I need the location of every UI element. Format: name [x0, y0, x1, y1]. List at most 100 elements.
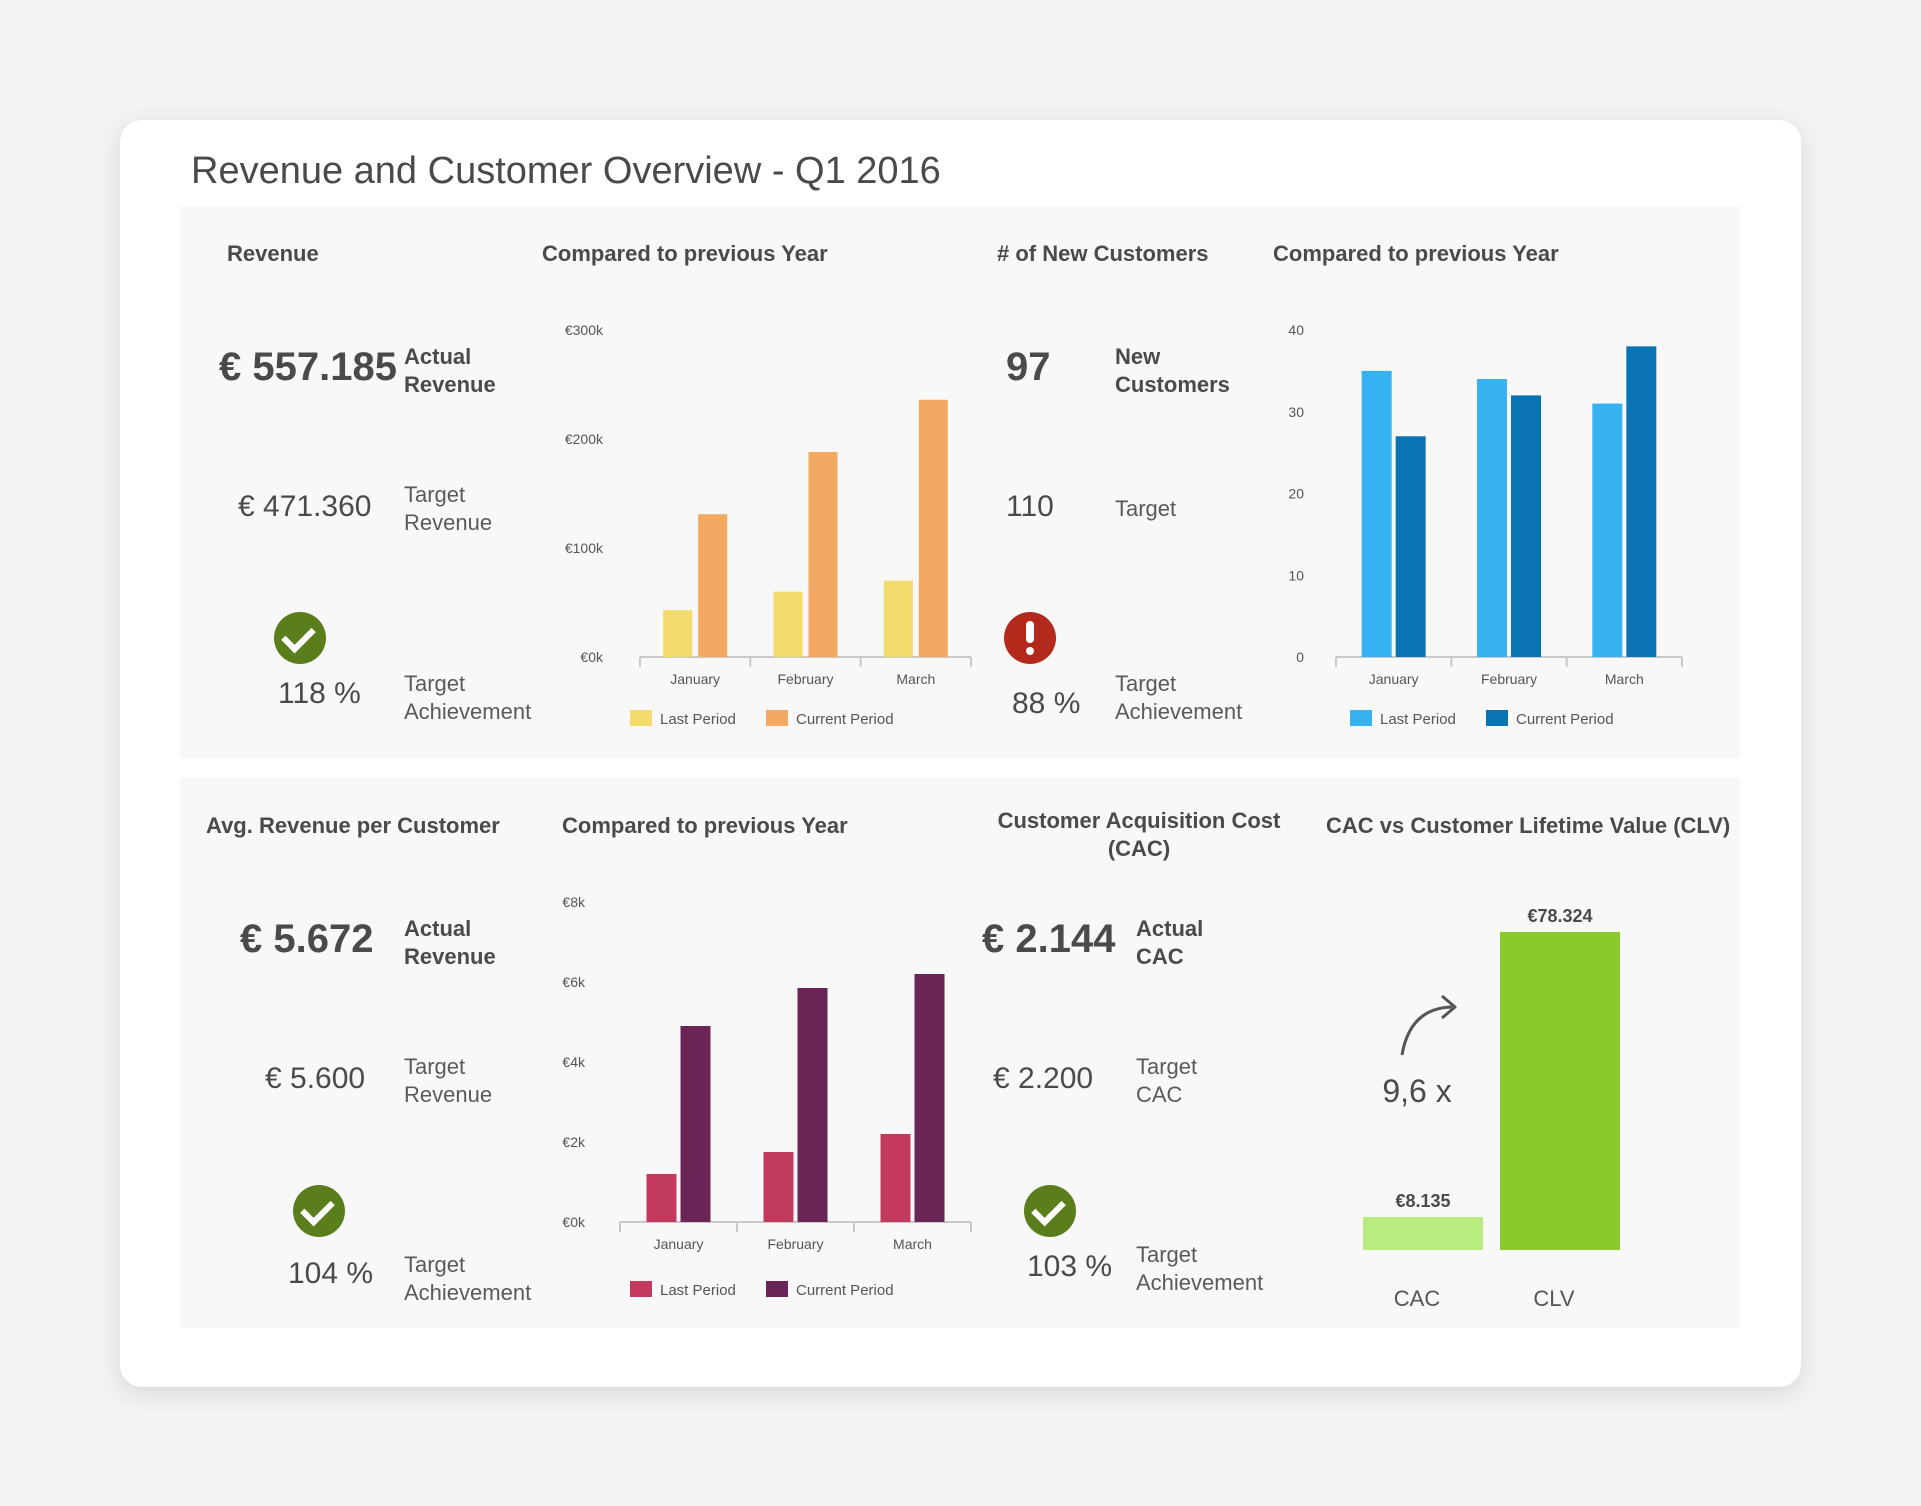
growth-arrow-icon	[1400, 1005, 1453, 1056]
y-tick-label: 20	[1288, 486, 1304, 502]
revenue-target-value: € 471.360	[238, 490, 372, 523]
legend-swatch	[630, 710, 652, 726]
customers-chart-title: Compared to previous Year	[1273, 241, 1559, 266]
x-tick-label: January	[654, 1236, 704, 1252]
x-tick-label: CAC	[1394, 1286, 1441, 1311]
customers-header: # of New Customers	[997, 241, 1209, 266]
revenue-target-label: Target Revenue	[404, 482, 493, 535]
customers-target-label: Target	[1115, 496, 1177, 521]
legend-label: Last Period	[1380, 711, 1456, 728]
y-tick-label: €2k	[562, 1134, 586, 1150]
legend-label: Last Period	[660, 711, 736, 728]
x-tick-label: January	[1369, 671, 1419, 687]
bar-last-period	[1361, 370, 1392, 657]
avg-revenue-header: Avg. Revenue per Customer	[206, 813, 500, 838]
legend-label: Current Period	[796, 1282, 894, 1299]
bar-current-period	[1395, 436, 1426, 657]
revenue-achievement-value: 118 %	[278, 677, 361, 710]
bar-current-period	[797, 988, 828, 1222]
legend-swatch	[766, 1281, 788, 1297]
revenue-achievement-label: Target Achievement	[404, 671, 532, 724]
revenue-actual-value: € 557.185	[219, 345, 397, 389]
cac-actual-value: € 2.144	[982, 917, 1116, 961]
revenue-header: Revenue	[227, 241, 319, 266]
customers-achievement-label: Target Achievement	[1115, 671, 1243, 724]
customers-target-value: 110	[1006, 490, 1054, 523]
legend-swatch	[1486, 710, 1508, 726]
y-tick-label: 10	[1288, 567, 1304, 583]
bar-cac	[1363, 1216, 1483, 1250]
bar-last-period	[880, 1134, 911, 1222]
avg-revenue-comparison-chart: €0k €2k €4k €6k €8k January February March Last …	[562, 894, 972, 1299]
bar-clv	[1500, 932, 1620, 1250]
bar-last-period	[1592, 403, 1623, 657]
alert-icon	[1004, 612, 1056, 664]
cac-achievement-value: 103 %	[1027, 1250, 1113, 1283]
y-tick-label: €100k	[565, 540, 604, 556]
y-tick-label: €6k	[562, 974, 586, 990]
x-tick-label: February	[767, 1236, 823, 1252]
avg-revenue-target-value: € 5.600	[265, 1062, 366, 1095]
bar-last-period	[663, 610, 693, 657]
bar-current-period	[918, 399, 948, 657]
bar-current-period	[698, 514, 728, 657]
check-icon	[1024, 1185, 1076, 1237]
bar-last-period	[1477, 379, 1507, 657]
check-icon	[274, 612, 326, 664]
y-tick-label: 0	[1296, 649, 1304, 665]
bar-last-period	[773, 591, 803, 657]
y-tick-label: €0k	[562, 1214, 586, 1230]
x-tick-label: January	[670, 671, 720, 687]
customers-achievement-value: 88 %	[1012, 687, 1081, 720]
legend-swatch	[1350, 710, 1372, 726]
bar-current-period	[1626, 346, 1657, 657]
data-label: €8.135	[1395, 1191, 1450, 1211]
x-tick-label: March	[896, 671, 935, 687]
y-tick-label: 40	[1288, 322, 1304, 338]
cac-target-label: Target CAC	[1136, 1054, 1198, 1107]
avg-revenue-target-label: Target Revenue	[404, 1054, 493, 1107]
customers-comparison-chart: 0 10 20 30 40 January February March Last Period…	[1288, 322, 1683, 728]
legend-label: Current Period	[1516, 711, 1614, 728]
customers-actual-label: New Customers	[1115, 344, 1230, 397]
y-tick-label: €0k	[580, 649, 604, 665]
x-tick-label: February	[1481, 671, 1537, 687]
arrow-head-icon	[1441, 994, 1457, 1020]
avg-revenue-achievement-value: 104 %	[288, 1257, 374, 1290]
revenue-comparison-chart: €0k €100k €200k €300k January February March La…	[565, 322, 972, 728]
avg-revenue-chart-title: Compared to previous Year	[562, 813, 848, 838]
avg-revenue-achievement-label: Target Achievement	[404, 1252, 532, 1305]
avg-revenue-actual-value: € 5.672	[240, 917, 374, 961]
y-tick-label: €300k	[565, 322, 604, 338]
revenue-chart-title: Compared to previous Year	[542, 241, 828, 266]
bar-current-period	[680, 1026, 711, 1222]
ratio-label: 9,6 x	[1382, 1073, 1451, 1109]
cac-achievement-label: Target Achievement	[1136, 1242, 1264, 1295]
avg-revenue-actual-label: Actual Revenue	[404, 916, 496, 969]
bar-last-period	[883, 580, 913, 657]
check-icon	[293, 1185, 345, 1237]
y-tick-label: €200k	[565, 431, 604, 447]
y-tick-label: €8k	[562, 894, 586, 910]
bar-last-period	[646, 1174, 677, 1222]
customers-actual-value: 97	[1006, 345, 1051, 389]
cac-clv-chart: €8.135 CAC €78.324 CLV 9,6 x	[1363, 906, 1620, 1311]
bar-current-period	[808, 452, 838, 657]
y-tick-label: €4k	[562, 1054, 586, 1070]
bar-current-period	[1511, 395, 1541, 657]
x-tick-label: March	[893, 1236, 932, 1252]
y-tick-label: 30	[1288, 404, 1304, 420]
data-label: €78.324	[1527, 906, 1592, 926]
x-tick-label: March	[1605, 671, 1644, 687]
cac-actual-label: Actual CAC	[1136, 916, 1204, 969]
cac-clv-chart-title: CAC vs Customer Lifetime Value (CLV)	[1326, 813, 1731, 838]
legend-swatch	[766, 710, 788, 726]
x-tick-label: February	[777, 671, 833, 687]
x-tick-label: CLV	[1533, 1286, 1574, 1311]
bar-last-period	[763, 1152, 794, 1222]
legend-label: Current Period	[796, 711, 894, 728]
cac-target-value: € 2.200	[993, 1062, 1094, 1095]
legend-label: Last Period	[660, 1282, 736, 1299]
legend-swatch	[630, 1281, 652, 1297]
page-title: Revenue and Customer Overview - Q1 2016	[191, 150, 941, 192]
